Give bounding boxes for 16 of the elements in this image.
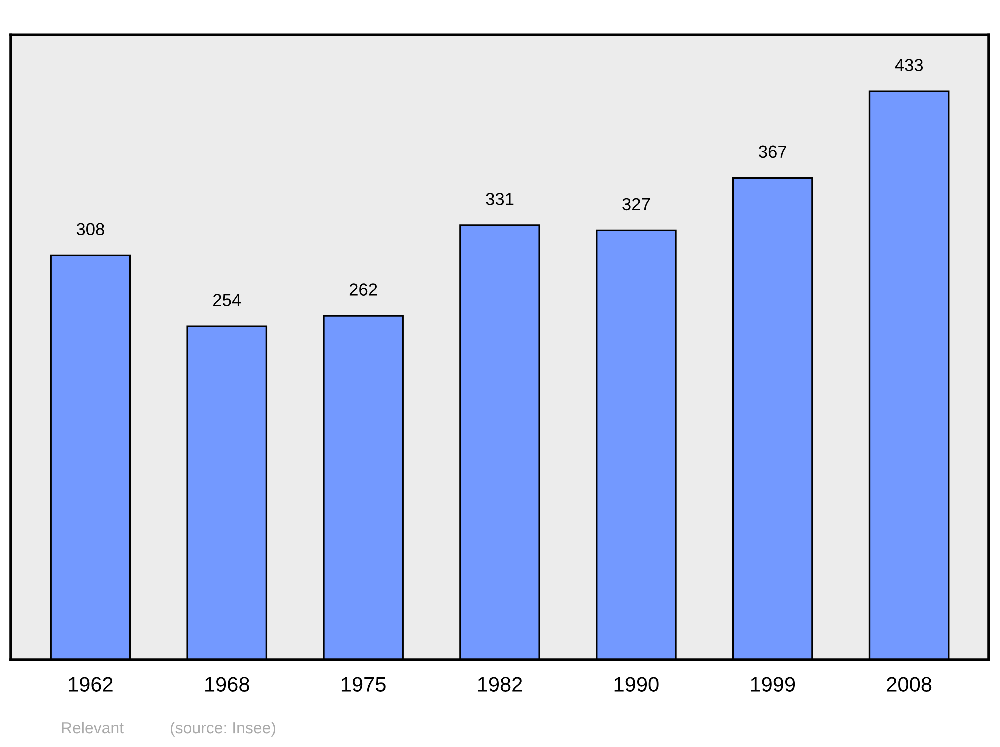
x-tick-label: 2008 [887,677,932,692]
data-label: 433 [895,59,924,72]
x-tick-label: 1975 [342,677,386,692]
x-tick-label: 1999 [751,677,796,692]
data-label: 254 [214,294,242,306]
data-label: 331 [486,193,514,206]
data-label: 367 [759,146,786,158]
text: Relevant [62,722,124,734]
data-label: 262 [350,284,378,296]
x-tick-label: 1962 [69,677,113,692]
x-tick-label: 1982 [478,677,522,692]
data-label: 308 [76,223,104,236]
x-tick-label: 1968 [206,677,250,692]
text: (source: Insee) [170,722,276,737]
data-label: 327 [622,198,650,211]
x-tick-label: 1990 [614,677,659,692]
